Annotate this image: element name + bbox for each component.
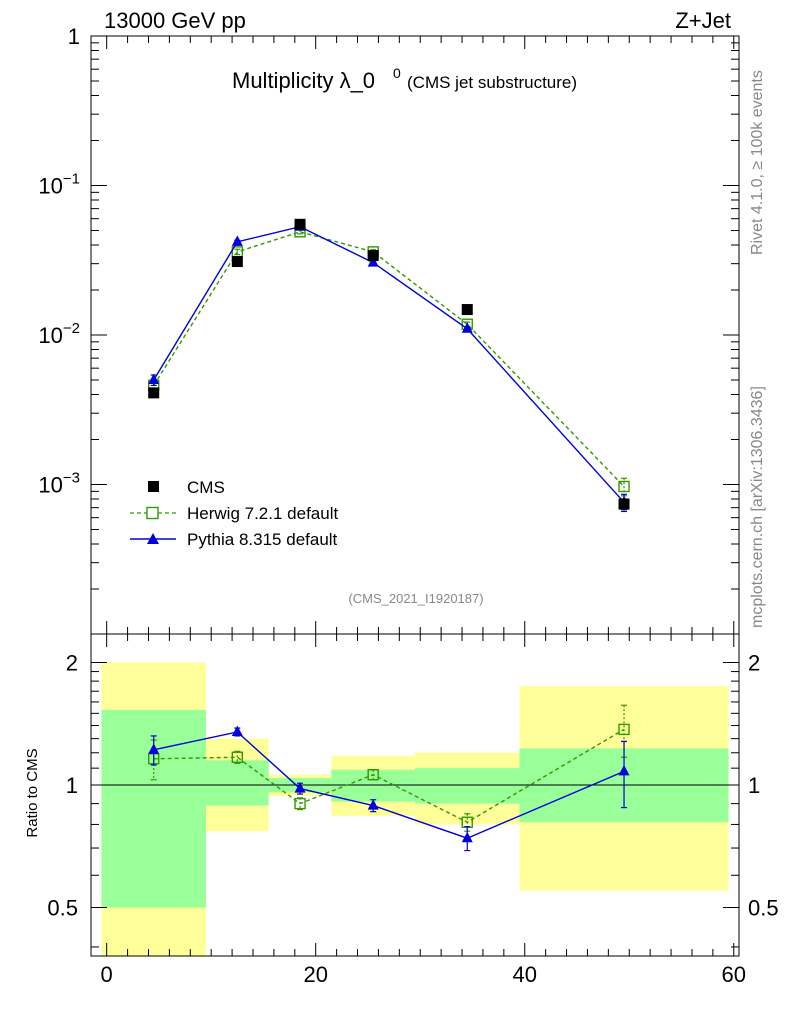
ratio-series-layer	[148, 704, 630, 852]
header-left: 13000 GeV pp	[104, 8, 246, 33]
ratio-pythia-point	[461, 831, 473, 843]
ratio-band-green	[205, 760, 269, 806]
legend-herwig-label: Herwig 7.2.1 default	[187, 504, 338, 523]
main-cms-point	[231, 256, 243, 268]
ratio-y-tick-labels: 0.5 0.5 1 1 2 2	[47, 651, 778, 921]
ratio-axis-ticks	[91, 634, 739, 956]
main-pythia-point	[367, 256, 379, 267]
ratio-x-tick-labels: 0 20 40 60	[101, 962, 746, 987]
ratio-pythia-point	[148, 743, 160, 754]
main-herwig-line	[153, 231, 625, 487]
main-herwig-point	[618, 480, 630, 493]
main-y-tick-label: 10−3	[38, 470, 80, 498]
ratio-pythia-point	[231, 725, 243, 736]
main-cms-point	[294, 218, 306, 230]
main-pythia-point	[148, 373, 160, 385]
main-pythia-line	[153, 225, 625, 503]
plot-title-sub: (CMS jet substructure)	[407, 73, 577, 92]
main-cms-point	[367, 250, 379, 262]
main-pythia-point	[231, 235, 243, 246]
ratio-herwig-point	[294, 797, 306, 810]
legend-pythia-marker	[147, 533, 159, 544]
ratio-pythia-point	[294, 782, 306, 793]
main-y-tick-labels: 1 10−1 10−2 10−3	[38, 24, 80, 498]
legend-herwig-marker	[146, 506, 159, 520]
ratio-x-tick-label: 40	[512, 962, 536, 987]
ratio-x-tick-label: 20	[303, 962, 327, 987]
mcplots-label: mcplots.cern.ch [arXiv:1306.3436]	[749, 386, 766, 628]
header-right: Z+Jet	[675, 8, 731, 33]
main-cms-point	[618, 498, 630, 510]
main-y-tick-label: 10−1	[38, 171, 80, 199]
ratio-bands	[101, 662, 729, 956]
ratio-y-tick-label-left: 2	[66, 651, 78, 676]
ratio-y-tick-label-left: 1	[66, 773, 78, 798]
ratio-herwig-point	[231, 751, 244, 763]
rivet-label: Rivet 4.1.0, ≥ 100k events	[749, 70, 766, 255]
ratio-band-green	[415, 768, 520, 804]
legend: CMS Herwig 7.2.1 default Pythia 8.315 de…	[130, 478, 338, 549]
ratio-y-tick-label-right: 2	[748, 651, 760, 676]
main-series-layer	[148, 218, 630, 513]
ratio-pythia-point	[367, 799, 379, 810]
ratio-x-tick-label: 60	[722, 962, 746, 987]
legend-cms-label: CMS	[187, 478, 225, 497]
ratio-y-axis-label: Ratio to CMS	[24, 748, 41, 837]
legend-cms-marker	[148, 481, 159, 492]
ratio-x-tick-label: 0	[101, 962, 113, 987]
plot-title-sup: 0	[393, 65, 401, 81]
ratio-frame	[90, 633, 740, 957]
ratio-y-tick-label-right: 0.5	[748, 895, 779, 920]
main-pythia-point	[461, 322, 473, 333]
main-y-tick-label: 10−2	[38, 320, 80, 348]
ratio-y-tick-label-right: 1	[748, 773, 760, 798]
legend-pythia-label: Pythia 8.315 default	[187, 530, 338, 549]
plot-title: Multiplicity λ_0 0 (CMS jet substructure…	[232, 65, 577, 93]
ratio-herwig-point	[367, 769, 379, 781]
analysis-id: (CMS_2021_I1920187)	[348, 591, 483, 606]
ratio-pythia-line	[153, 731, 625, 839]
plot-title-main: Multiplicity λ_0	[232, 68, 375, 93]
ratio-y-tick-label-left: 0.5	[47, 895, 78, 920]
main-axis-ticks	[91, 35, 739, 635]
main-y-tick-label: 1	[68, 24, 80, 49]
main-cms-point	[461, 304, 473, 316]
main-cms-point	[148, 387, 160, 399]
ratio-pythia-point	[618, 764, 630, 776]
ratio-herwig-point	[618, 723, 630, 736]
